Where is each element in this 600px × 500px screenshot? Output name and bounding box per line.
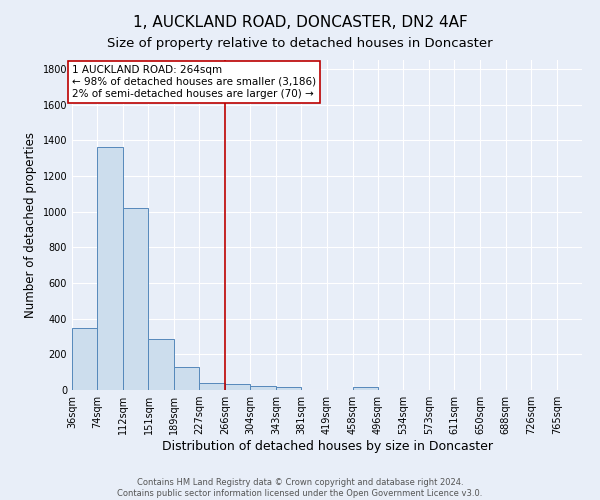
Bar [199, 383, 225, 390]
Y-axis label: Number of detached properties: Number of detached properties [24, 132, 37, 318]
Bar [148, 339, 174, 390]
Text: Contains HM Land Registry data © Crown copyright and database right 2024.
Contai: Contains HM Land Registry data © Crown c… [118, 478, 482, 498]
Bar [225, 384, 250, 390]
Bar [250, 386, 276, 390]
Bar [122, 208, 148, 390]
Bar [97, 148, 122, 390]
Text: 1 AUCKLAND ROAD: 264sqm
← 98% of detached houses are smaller (3,186)
2% of semi-: 1 AUCKLAND ROAD: 264sqm ← 98% of detache… [72, 66, 316, 98]
Text: 1, AUCKLAND ROAD, DONCASTER, DN2 4AF: 1, AUCKLAND ROAD, DONCASTER, DN2 4AF [133, 15, 467, 30]
X-axis label: Distribution of detached houses by size in Doncaster: Distribution of detached houses by size … [161, 440, 493, 453]
Bar [174, 367, 199, 390]
Bar [353, 388, 378, 390]
Bar [72, 328, 97, 390]
Bar [276, 388, 301, 390]
Text: Size of property relative to detached houses in Doncaster: Size of property relative to detached ho… [107, 38, 493, 51]
